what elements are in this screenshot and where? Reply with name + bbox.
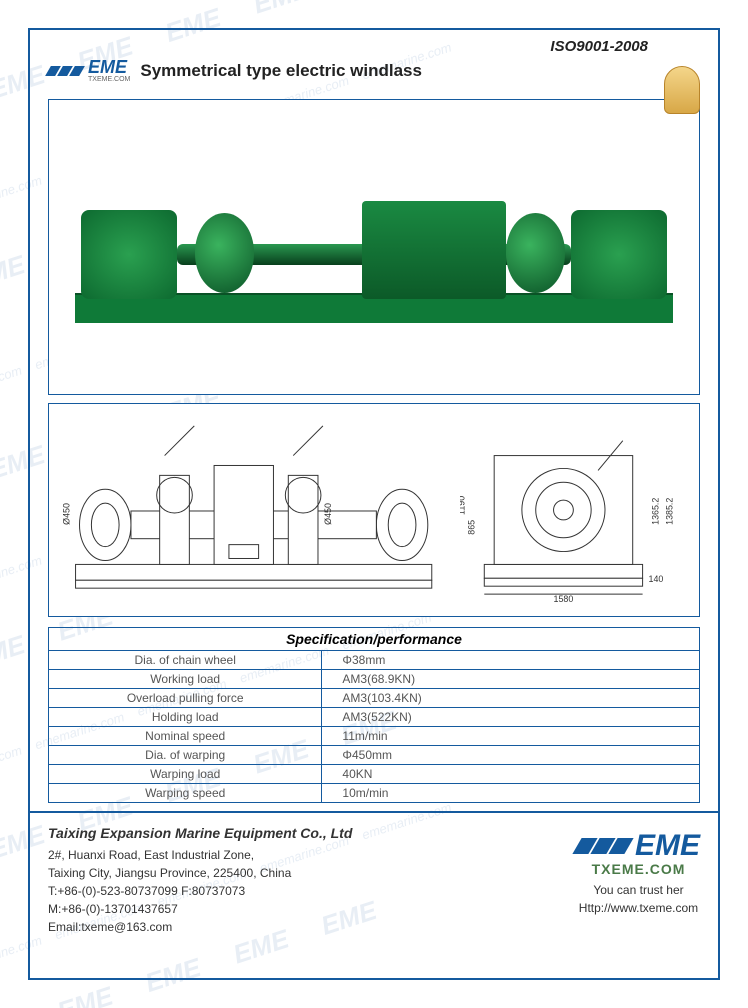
technical-drawing-box: Ø450 Ø450 1580 865 1190 1365.2 1385.2 14… xyxy=(48,403,700,617)
spec-label: Warping speed xyxy=(49,784,322,803)
footer: Taixing Expansion Marine Equipment Co., … xyxy=(30,811,718,946)
mobile: M:+86-(0)-13701437657 xyxy=(48,900,352,918)
table-row: Nominal speed11m/min xyxy=(49,727,700,746)
spec-label: Nominal speed xyxy=(49,727,322,746)
table-row: Overload pulling forceAM3(103.4KN) xyxy=(49,689,700,708)
spec-value: AM3(103.4KN) xyxy=(322,689,700,708)
email: Email:txeme@163.com xyxy=(48,918,352,936)
spec-label: Overload pulling force xyxy=(49,689,322,708)
spec-value: 40KN xyxy=(322,765,700,784)
brand-url: Http://www.txeme.com xyxy=(577,901,700,915)
company-name: Taixing Expansion Marine Equipment Co., … xyxy=(48,823,352,844)
spec-value: Φ450mm xyxy=(322,746,700,765)
footer-contact: Taixing Expansion Marine Equipment Co., … xyxy=(48,823,352,936)
brand-domain: TXEME.COM xyxy=(577,861,700,877)
logo-text-large: EME xyxy=(635,831,700,861)
dim-rh1: 1365.2 xyxy=(651,498,661,525)
table-row: Warping speed10m/min xyxy=(49,784,700,803)
spec-table-title: Specification/performance xyxy=(49,628,700,651)
drawing-side-view: 1580 865 1190 1365.2 1385.2 140 xyxy=(460,416,687,604)
spec-label: Holding load xyxy=(49,708,322,727)
drawing-front-view: Ø450 Ø450 xyxy=(61,416,446,604)
document-frame: ISO9001-2008 EME TXEME.COM Symmetrical t… xyxy=(28,28,720,980)
table-row: Dia. of chain wheelΦ38mm xyxy=(49,651,700,670)
logo-large: EME xyxy=(577,831,700,861)
specification-table: Specification/performance Dia. of chain … xyxy=(48,627,700,803)
spec-value: AM3(68.9KN) xyxy=(322,670,700,689)
iso-label: ISO9001-2008 xyxy=(550,38,648,55)
telephone: T:+86-(0)-523-80737099 F:80737073 xyxy=(48,882,352,900)
spec-label: Dia. of warping xyxy=(49,746,322,765)
spec-label: Working load xyxy=(49,670,322,689)
table-row: Dia. of warpingΦ450mm xyxy=(49,746,700,765)
certification-badge-icon xyxy=(664,66,700,114)
logo-small: EME TXEME.COM xyxy=(48,58,130,83)
dim-dia-mid: Ø450 xyxy=(323,503,333,525)
spec-value: Φ38mm xyxy=(322,651,700,670)
product-photo-box xyxy=(48,99,700,395)
spec-value: 10m/min xyxy=(322,784,700,803)
dim-h2: 1190 xyxy=(460,496,466,515)
address-line-2: Taixing City, Jiangsu Province, 225400, … xyxy=(48,864,352,882)
footer-brand: EME TXEME.COM You can trust her Http://w… xyxy=(577,823,700,936)
logo-subtext: TXEME.COM xyxy=(88,76,130,83)
table-row: Holding loadAM3(522KN) xyxy=(49,708,700,727)
dim-rh2: 1385.2 xyxy=(665,498,675,525)
spec-label: Dia. of chain wheel xyxy=(49,651,322,670)
address-line-1: 2#, Huanxi Road, East Industrial Zone, xyxy=(48,846,352,864)
spec-value: AM3(522KN) xyxy=(322,708,700,727)
table-row: Warping load40KN xyxy=(49,765,700,784)
logo-mark-icon xyxy=(577,838,629,854)
table-row: Working loadAM3(68.9KN) xyxy=(49,670,700,689)
dim-baseh: 140 xyxy=(649,574,664,584)
dim-dia-left: Ø450 xyxy=(62,503,72,525)
spec-label: Warping load xyxy=(49,765,322,784)
product-photo xyxy=(75,171,673,324)
logo-mark-icon xyxy=(48,66,82,76)
brand-slogan: You can trust her xyxy=(577,883,700,897)
dim-h1: 865 xyxy=(467,520,477,535)
header: ISO9001-2008 EME TXEME.COM Symmetrical t… xyxy=(30,30,718,91)
dim-width: 1580 xyxy=(554,594,574,604)
page-title: Symmetrical type electric windlass xyxy=(140,61,422,81)
logo-text: EME xyxy=(88,58,130,76)
spec-value: 11m/min xyxy=(322,727,700,746)
